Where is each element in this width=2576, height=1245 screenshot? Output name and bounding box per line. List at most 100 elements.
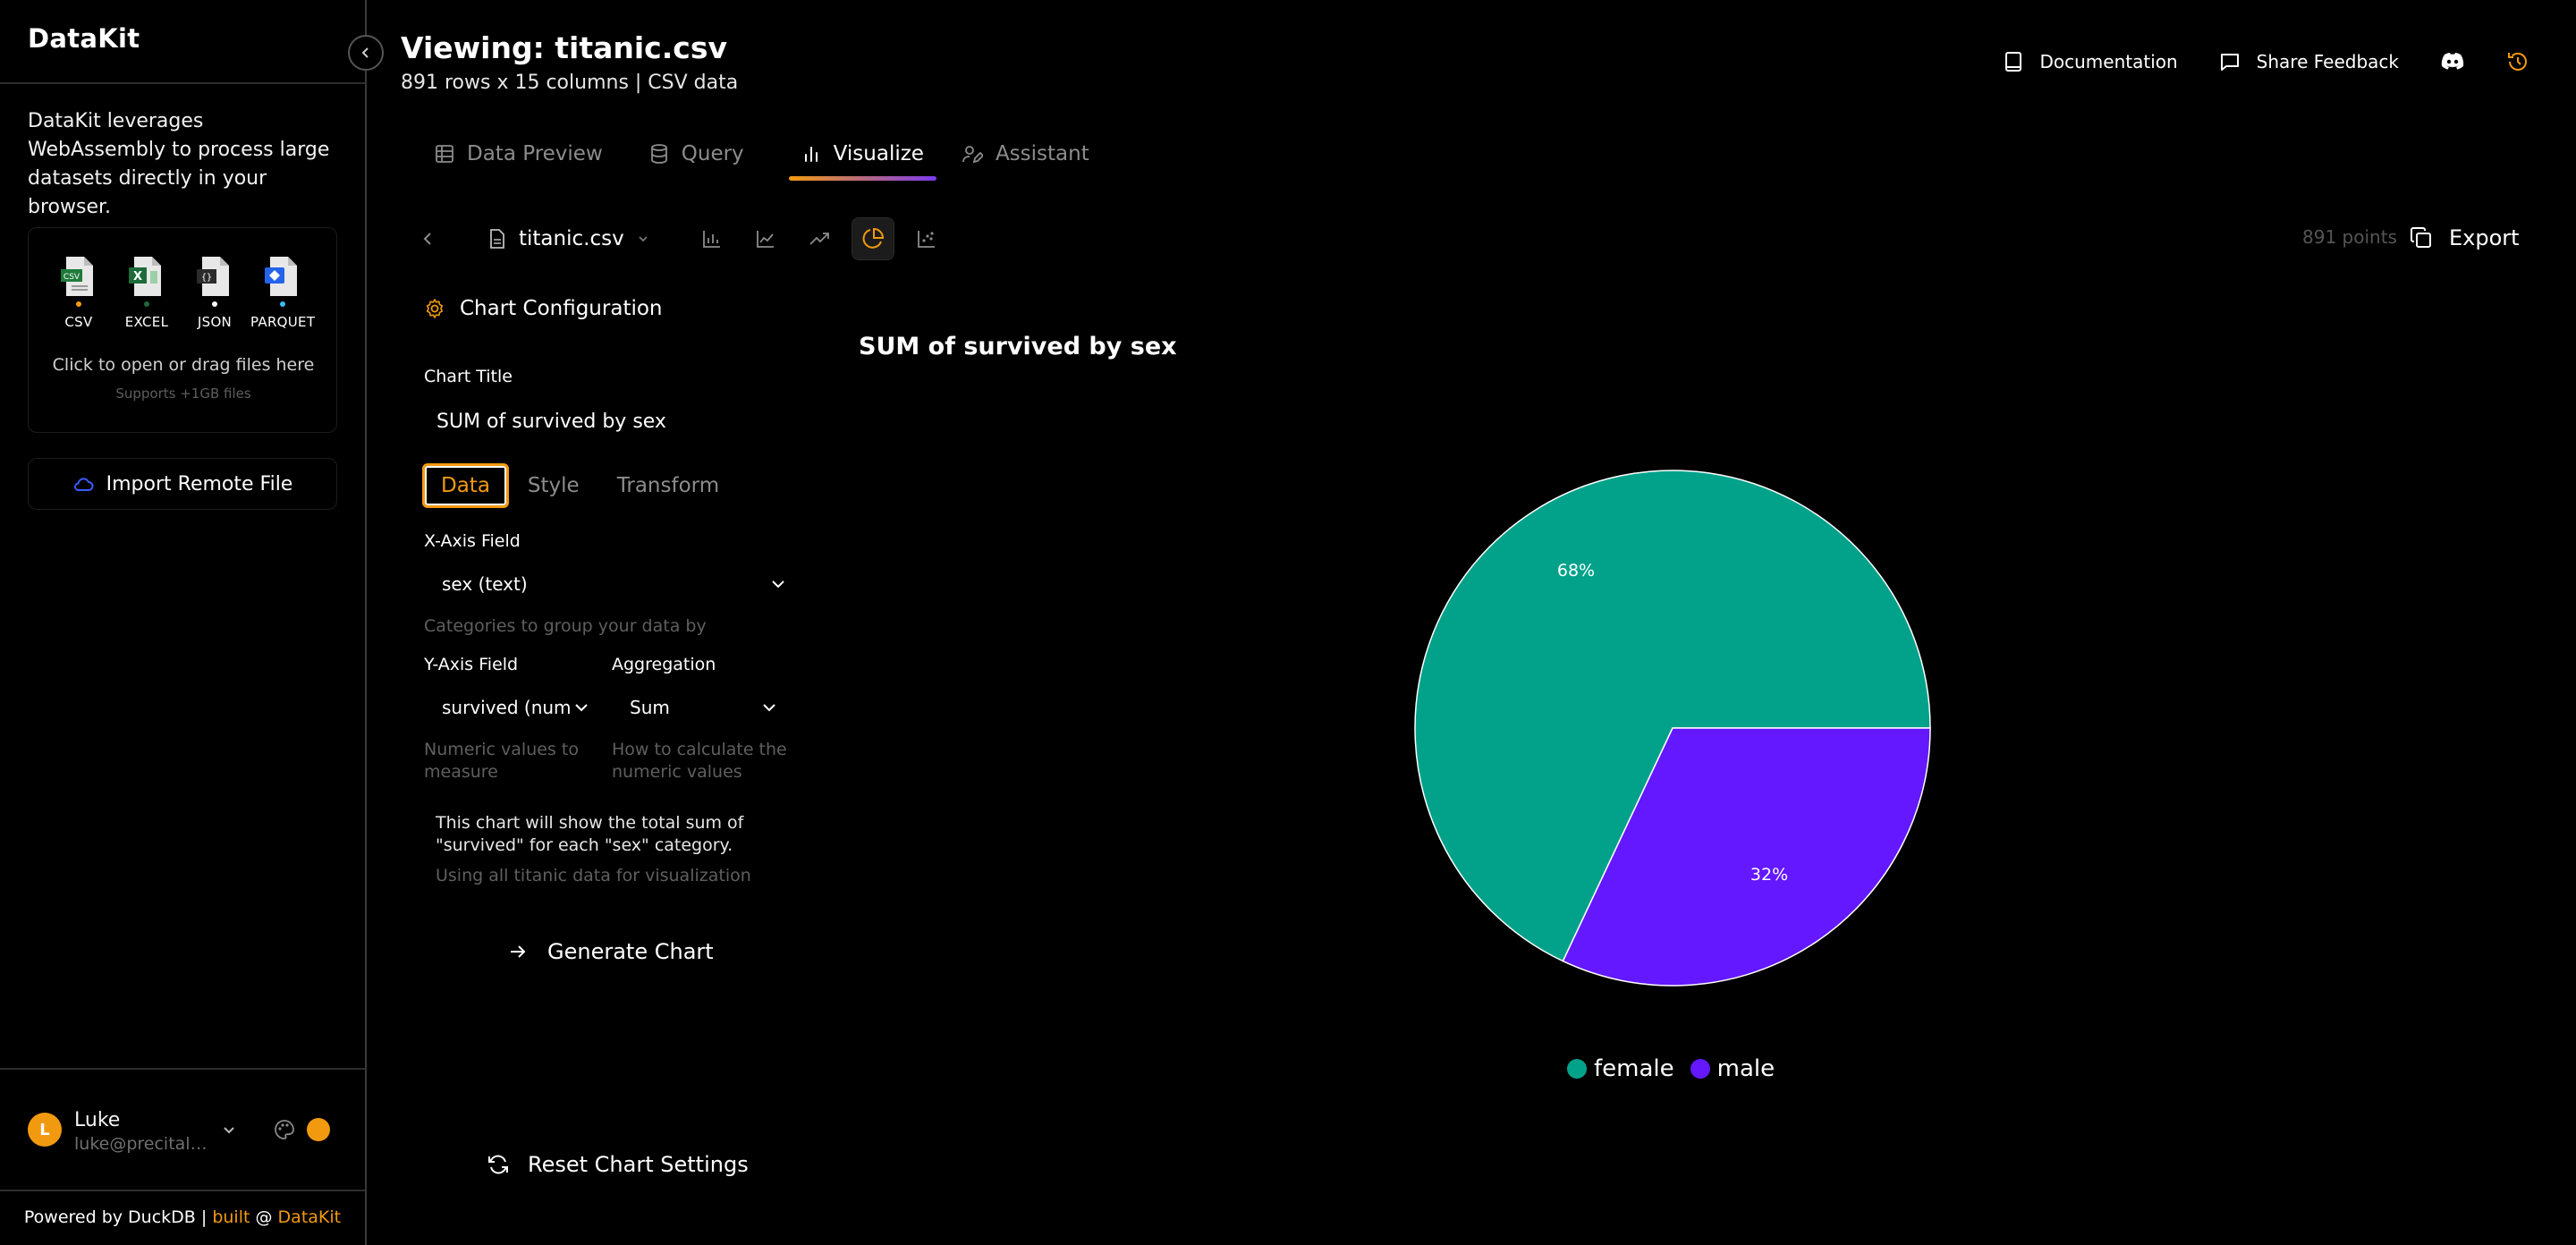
tab-query[interactable]: Query xyxy=(637,134,757,174)
footer-brand-link[interactable]: DataKit xyxy=(277,1207,342,1227)
bar-chart-type-button[interactable] xyxy=(691,217,733,260)
discord-icon xyxy=(2440,52,2465,72)
x-axis-field-select[interactable]: sex (text) xyxy=(424,563,787,605)
table-icon xyxy=(435,144,454,164)
generate-chart-button[interactable]: Generate Chart xyxy=(508,939,714,964)
config-summary: This chart will show the total sum of "s… xyxy=(436,813,744,855)
chevron-down-icon xyxy=(637,233,649,245)
line-chart-type-button[interactable] xyxy=(744,217,787,260)
trending-up-icon xyxy=(809,229,830,249)
csv-file-icon: CSV xyxy=(61,255,97,298)
subtab-transform[interactable]: Transform xyxy=(616,474,720,497)
tab-label: Assistant xyxy=(995,142,1089,165)
documentation-label: Documentation xyxy=(2039,51,2178,72)
aggregation-label: Aggregation xyxy=(612,655,716,674)
refresh-icon xyxy=(487,1153,510,1176)
footer-built-link[interactable]: built xyxy=(212,1207,250,1227)
user-email: luke@precital.c... xyxy=(74,1134,208,1154)
legend-item-male[interactable]: male xyxy=(1690,1055,1775,1082)
book-icon xyxy=(2004,51,2023,72)
collapse-sidebar-button[interactable] xyxy=(348,35,384,71)
legend-swatch xyxy=(1567,1059,1587,1079)
y-axis-field-select[interactable]: survived (num xyxy=(424,687,590,728)
avatar: L xyxy=(28,1113,62,1147)
chart-toolbar: titanic.csv xyxy=(420,217,948,260)
config-subtabs: Data Style Transform xyxy=(422,463,738,508)
import-remote-file-button[interactable]: Import Remote File xyxy=(28,458,337,510)
sidebar-divider xyxy=(0,1068,365,1070)
scatter-chart-type-button[interactable] xyxy=(905,217,948,260)
svg-text:X: X xyxy=(133,270,142,284)
footer-prefix: Powered by DuckDB | xyxy=(23,1207,213,1227)
sidebar-divider xyxy=(0,1190,365,1191)
reset-chart-settings-button[interactable]: Reset Chart Settings xyxy=(487,1152,749,1177)
arrow-right-icon xyxy=(508,943,528,961)
chevron-down-icon[interactable] xyxy=(221,1122,237,1138)
chart-title-label: Chart Title xyxy=(424,367,513,386)
documentation-link[interactable]: Documentation xyxy=(2004,51,2178,72)
chart-title-input[interactable]: SUM of survived by sex xyxy=(436,410,666,433)
y-axis-field-value: survived (num xyxy=(442,697,572,718)
page-subtitle: 891 rows x 15 columns | CSV data xyxy=(401,72,739,94)
chevron-left-icon xyxy=(359,46,373,60)
history-icon xyxy=(2506,50,2529,73)
export-button[interactable]: Export xyxy=(2410,220,2520,256)
pie-chart-type-button[interactable] xyxy=(851,217,894,260)
parquet-dot xyxy=(280,301,285,307)
chart-legend: female male xyxy=(1567,1055,1775,1082)
tab-label: Visualize xyxy=(833,142,924,165)
bar-chart-icon xyxy=(801,144,821,164)
file-type-parquet: PARQUET xyxy=(250,255,315,330)
file-type-label: PARQUET xyxy=(250,314,316,330)
csv-dot xyxy=(76,301,81,307)
file-icon xyxy=(488,228,506,250)
chart-configuration-heading: Chart Configuration xyxy=(424,297,663,320)
subtab-style[interactable]: Style xyxy=(527,474,580,497)
user-menu[interactable]: L Luke luke@precital.c... xyxy=(28,1109,341,1156)
tab-assistant[interactable]: Assistant xyxy=(949,134,1102,174)
file-type-label: JSON xyxy=(197,314,233,330)
points-count: 891 points xyxy=(2302,226,2397,248)
discord-link[interactable] xyxy=(2440,52,2465,72)
config-heading-label: Chart Configuration xyxy=(460,297,663,320)
excel-dot xyxy=(144,301,149,307)
chevron-down-icon xyxy=(760,699,778,716)
pie-slice-female[interactable] xyxy=(1414,470,1931,962)
file-dropzone[interactable]: CSV CSV X EXCEL {} JSON PARQUET Cli xyxy=(28,227,337,433)
json-dot xyxy=(212,301,217,307)
palette-icon[interactable] xyxy=(273,1118,296,1141)
share-feedback-link[interactable]: Share Feedback xyxy=(2219,51,2399,72)
generate-chart-label: Generate Chart xyxy=(547,939,714,964)
back-chevron-icon[interactable] xyxy=(420,231,435,247)
bar-chart-icon xyxy=(702,229,722,249)
footer: Powered by DuckDB | built @ DataKit xyxy=(0,1207,365,1227)
app-logo-title: DataKit xyxy=(28,23,140,54)
chart-type-selector xyxy=(691,217,948,260)
page-title: Viewing: titanic.csv xyxy=(401,30,727,65)
cloud-icon xyxy=(72,476,94,492)
svg-text:{}: {} xyxy=(201,273,212,283)
aggregation-select[interactable]: Sum xyxy=(612,687,778,728)
user-name: Luke xyxy=(74,1109,121,1131)
aggregation-help: How to calculate the numeric values xyxy=(612,740,787,782)
x-axis-help: Categories to group your data by xyxy=(424,616,707,636)
pie-slice-male[interactable] xyxy=(1562,727,1931,987)
file-type-label: CSV xyxy=(64,314,93,330)
svg-text:CSV: CSV xyxy=(64,273,80,282)
file-selector[interactable]: titanic.csv xyxy=(488,227,649,250)
file-type-json: {} JSON xyxy=(182,255,247,330)
chevron-down-icon xyxy=(572,699,590,716)
subtab-data[interactable]: Data xyxy=(422,463,509,508)
footer-at: @ xyxy=(250,1207,278,1227)
legend-item-female[interactable]: female xyxy=(1567,1055,1674,1082)
sidebar: DataKit DataKit leverages WebAssembly to… xyxy=(0,0,367,1245)
sidebar-divider xyxy=(0,82,365,84)
legend-label: male xyxy=(1716,1055,1775,1082)
assistant-icon xyxy=(962,143,983,165)
scatter-chart-icon xyxy=(917,229,936,249)
area-chart-type-button[interactable] xyxy=(798,217,841,260)
tab-visualize[interactable]: Visualize xyxy=(788,134,937,181)
theme-color-swatch[interactable] xyxy=(307,1118,330,1141)
history-button[interactable] xyxy=(2506,50,2529,73)
tab-data-preview[interactable]: Data Preview xyxy=(422,134,615,174)
